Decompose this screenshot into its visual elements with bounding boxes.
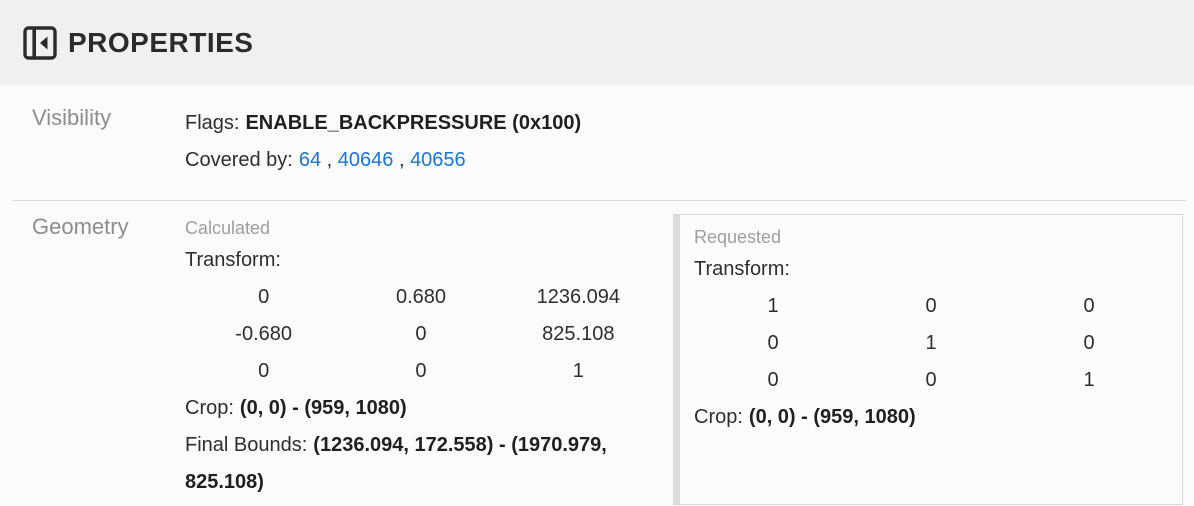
crop-value: (0, 0) - (959, 1080) [239, 397, 407, 419]
matrix-cell: 0 [258, 360, 270, 382]
requested-crop-line: Crop: (0, 0) - (959, 1080) [694, 399, 1168, 436]
calculated-group: Calculated Transform: 0 0.680 1236.094 -… [185, 214, 673, 501]
matrix-cell: 825.108 [542, 323, 615, 345]
geometry-section-label: Geometry [32, 214, 129, 239]
visibility-section: Visibility Flags: ENABLE_BACKPRESSURE (0x… [0, 85, 1194, 179]
matrix-cell: 0 [415, 360, 427, 382]
section-divider [13, 200, 1186, 201]
covered-by-link[interactable]: 40646 [337, 149, 394, 171]
requested-scrollbar[interactable] [674, 215, 680, 504]
calculated-title: Calculated [185, 218, 271, 238]
matrix-cell: 0 [415, 323, 427, 345]
crop-value: (0, 0) - (959, 1080) [748, 406, 916, 428]
flags-label: Flags: [185, 112, 240, 134]
matrix-cell: 0 [925, 295, 937, 317]
flags-value: ENABLE_BACKPRESSURE (0x100) [245, 112, 582, 134]
calculated-transform-label: Transform: [185, 249, 281, 271]
matrix-cell: 0.680 [395, 286, 447, 308]
covered-by-link[interactable]: 40656 [410, 149, 466, 171]
visibility-section-label: Visibility [32, 105, 112, 130]
matrix-cell: -0.680 [235, 323, 293, 345]
matrix-cell: 1236.094 [536, 286, 621, 308]
matrix-cell: 0 [925, 369, 937, 391]
matrix-cell: 1 [572, 360, 584, 382]
requested-group: Requested Transform: 1 0 0 0 1 0 0 0 1 C… [673, 214, 1183, 505]
matrix-cell: 1 [925, 332, 937, 354]
final-bounds-value: (1236.094, 172.558) - (1970.979, 825.108… [185, 434, 607, 493]
visibility-content: Flags: ENABLE_BACKPRESSURE (0x100) Covere… [185, 105, 581, 179]
requested-title: Requested [694, 227, 782, 247]
collapse-panel-left-icon [22, 25, 58, 61]
covered-by-line: Covered by: 64 , 40646 , 40656 [185, 142, 581, 179]
collapse-panel-button[interactable] [21, 24, 59, 62]
matrix-cell: 0 [767, 332, 779, 354]
matrix-cell: 0 [1083, 295, 1095, 317]
page-title: PROPERTIES [68, 26, 254, 58]
final-bounds-label: Final Bounds: [185, 434, 308, 456]
matrix-cell: 0 [1083, 332, 1095, 354]
final-bounds-line: Final Bounds: (1236.094, 172.558) - (1970… [185, 427, 657, 501]
id-separator: , [393, 149, 411, 171]
flags-line: Flags: ENABLE_BACKPRESSURE (0x100) [185, 105, 581, 142]
properties-header: PROPERTIES [0, 0, 1194, 85]
id-separator: , [321, 149, 338, 171]
matrix-cell: 0 [258, 286, 270, 308]
matrix-cell: 1 [767, 295, 779, 317]
crop-label: Crop: [185, 397, 234, 419]
calculated-transform-matrix: 0 0.680 1236.094 -0.680 0 825.108 0 0 1 [185, 279, 657, 390]
requested-transform-label: Transform: [694, 258, 790, 280]
covered-by-label: Covered by: [185, 149, 293, 171]
matrix-cell: 1 [1083, 369, 1095, 391]
covered-by-link[interactable]: 64 [298, 149, 322, 171]
requested-transform-matrix: 1 0 0 0 1 0 0 0 1 [694, 288, 1168, 399]
geometry-section: Geometry Calculated Transform: 0 0.680 1… [0, 201, 1194, 505]
calculated-crop-line: Crop: (0, 0) - (959, 1080) [185, 390, 657, 427]
crop-label: Crop: [694, 406, 743, 428]
matrix-cell: 0 [767, 369, 779, 391]
